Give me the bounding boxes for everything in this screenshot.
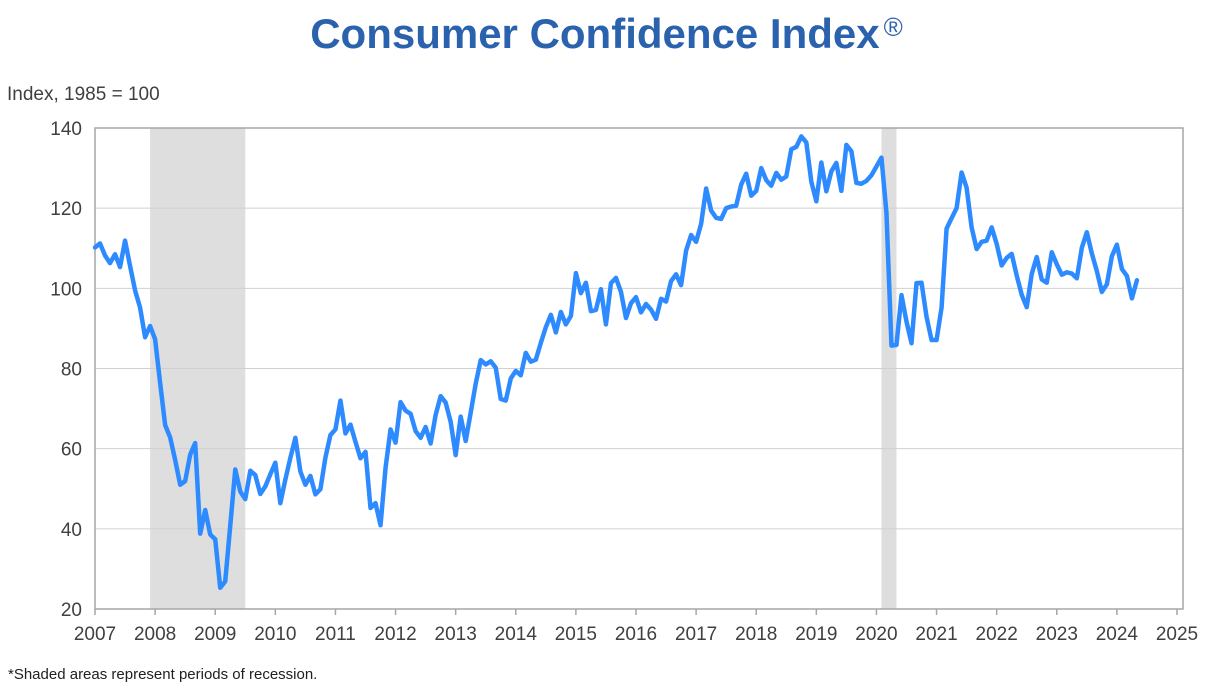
x-tick-label: 2024 (1096, 624, 1139, 645)
y-tick-label: 100 (50, 279, 82, 300)
y-tick-label: 20 (61, 600, 82, 621)
y-tick-label: 140 (50, 119, 82, 140)
x-tick-label: 2019 (795, 624, 837, 645)
x-tick-label: 2022 (976, 624, 1018, 645)
x-tick-label: 2023 (1036, 624, 1078, 645)
y-axis-label: Index, 1985 = 100 (7, 84, 160, 105)
x-tick-label: 2011 (315, 624, 356, 645)
x-tick-label: 2021 (915, 624, 957, 645)
x-tick-label: 2016 (615, 624, 657, 645)
x-tick-label: 2010 (254, 624, 296, 645)
x-tick-label: 2009 (194, 624, 236, 645)
y-tick-label: 40 (61, 520, 82, 541)
x-tick-label: 2013 (435, 624, 477, 645)
x-tick-label: 2017 (675, 624, 717, 645)
plot-frame (94, 127, 1184, 610)
chart-title: Consumer Confidence Index ® (0, 10, 1213, 58)
x-tick-label: 2025 (1156, 624, 1198, 645)
footnote: *Shaded areas represent periods of reces… (8, 666, 318, 683)
chart-title-text: Consumer Confidence Index (310, 10, 880, 57)
x-tick-label: 2014 (495, 624, 538, 645)
cci-series-line (92, 134, 1140, 591)
y-tick-label: 60 (61, 440, 82, 461)
y-tick-label: 120 (50, 199, 82, 220)
x-tick-label: 2015 (555, 624, 597, 645)
x-tick-label: 2020 (855, 624, 897, 645)
y-tick-label: 80 (61, 360, 82, 381)
x-tick-label: 2012 (374, 624, 416, 645)
x-tick-label: 2008 (134, 624, 176, 645)
x-tick-label: 2018 (735, 624, 777, 645)
x-tick-label: 2007 (74, 624, 116, 645)
registered-mark: ® (883, 12, 903, 42)
